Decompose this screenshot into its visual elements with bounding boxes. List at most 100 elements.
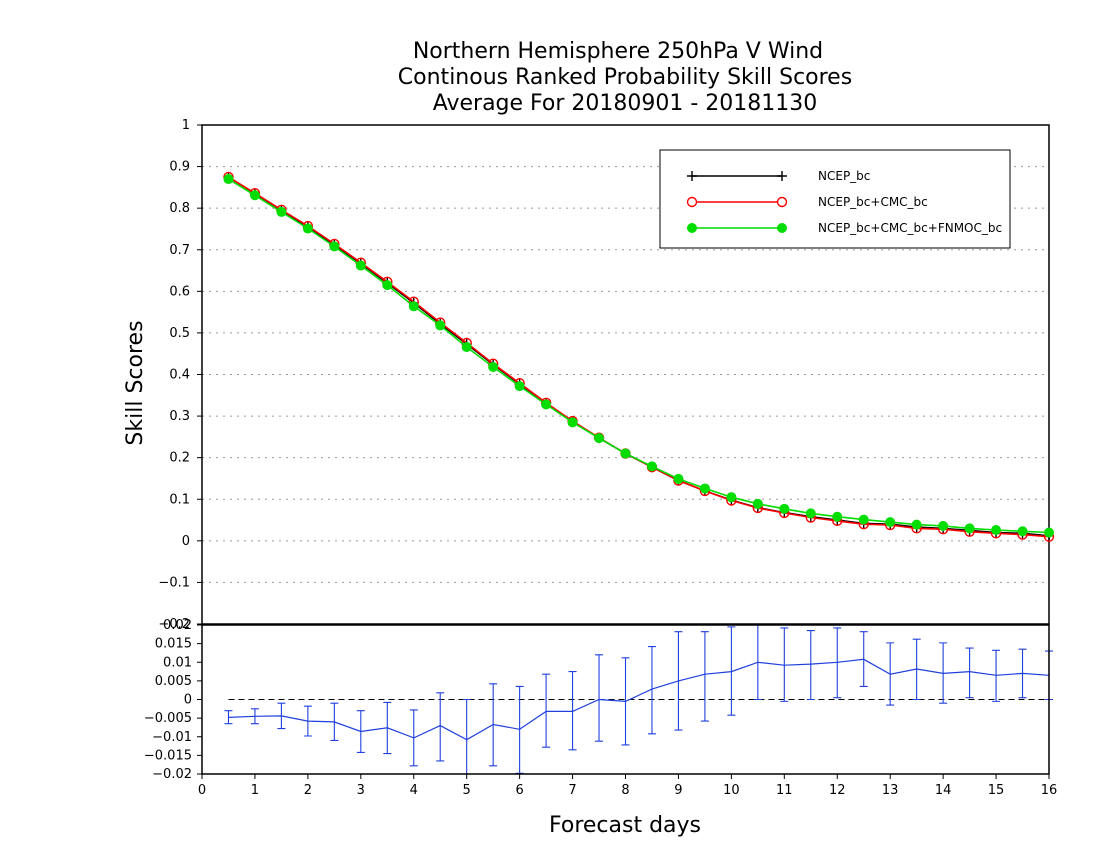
error-bar — [383, 701, 392, 755]
x-tick-label: 5 — [463, 783, 471, 798]
title-line-2: Continous Ranked Probability Skill Score… — [398, 65, 852, 90]
y-tick-label: 0.015 — [155, 637, 192, 652]
data-point — [276, 206, 287, 217]
y-tick-label: 0.8 — [169, 201, 190, 216]
data-point — [620, 448, 631, 459]
x-tick-label: 1 — [251, 783, 259, 798]
x-tick-label: 2 — [304, 783, 312, 798]
error-bar — [780, 627, 789, 702]
y-tick-label: −0.005 — [144, 711, 192, 726]
data-point — [329, 241, 340, 252]
error-bar — [939, 642, 948, 704]
y-tick-label: −0.015 — [144, 748, 192, 763]
data-point — [779, 503, 790, 514]
error-bar — [277, 702, 286, 730]
error-bar — [1018, 648, 1027, 699]
legend-marker — [687, 223, 697, 233]
x-tick-label: 14 — [935, 783, 952, 798]
legend-marker — [686, 196, 698, 208]
legend-marker — [777, 171, 787, 181]
x-tick-label: 12 — [829, 783, 846, 798]
error-bar — [886, 642, 895, 706]
data-point — [488, 362, 499, 373]
y-tick-label: −0.01 — [152, 730, 192, 745]
y-tick-label: 0.1 — [169, 492, 190, 507]
x-tick-label: 15 — [988, 783, 1005, 798]
legend: NCEP_bc NCEP_bc+CMC_bc NCEP_bc+CMC_bc+FNMO… — [659, 149, 1011, 249]
error-bar — [409, 709, 418, 767]
y-axis-title: Skill Scores — [123, 320, 148, 445]
error-bar — [674, 631, 683, 731]
error-bar — [489, 683, 498, 767]
data-point — [885, 517, 896, 528]
y-tick-label: 0.3 — [169, 409, 190, 424]
legend-label: NCEP_bc+CMC_bc — [818, 195, 928, 209]
y-tick-label: 0.9 — [169, 160, 190, 175]
data-point — [461, 342, 472, 353]
data-point — [249, 190, 260, 201]
x-tick-label: 11 — [776, 783, 793, 798]
error-bar — [224, 710, 233, 725]
chart-title: Northern Hemisphere 250hPa V Wind Contin… — [398, 39, 852, 116]
x-tick-label: 0 — [198, 783, 206, 798]
title-line-3: Average For 20180901 - 20181130 — [433, 91, 818, 116]
x-tick-label: 8 — [621, 783, 629, 798]
data-point — [514, 381, 525, 392]
data-point — [858, 514, 869, 525]
error-bar — [992, 649, 1001, 702]
x-tick-label: 6 — [515, 783, 523, 798]
error-bar — [912, 638, 921, 701]
y-tick-label: 0.01 — [163, 655, 192, 670]
data-point — [964, 523, 975, 534]
y-tick-label: 0.7 — [169, 243, 190, 258]
error-bar — [542, 673, 551, 748]
title-line-1: Northern Hemisphere 250hPa V Wind — [413, 39, 823, 64]
y-tick-label: 0 — [184, 693, 192, 708]
error-bar — [568, 671, 577, 751]
error-bar — [647, 646, 656, 735]
x-tick-label: 16 — [1041, 783, 1058, 798]
legend-marker — [777, 223, 787, 233]
data-point — [699, 483, 710, 494]
data-point — [805, 508, 816, 519]
data-point — [541, 399, 552, 410]
legend-label: NCEP_bc+CMC_bc+FNMOC_bc — [818, 221, 1002, 235]
y-tick-label: 0 — [182, 534, 190, 549]
data-point — [355, 260, 366, 271]
error-bar — [806, 630, 815, 701]
y-tick-label: −0.02 — [152, 767, 192, 782]
x-tick-label: 7 — [568, 783, 576, 798]
data-point — [646, 461, 657, 472]
x-tick-label: 10 — [723, 783, 740, 798]
error-bar — [727, 626, 736, 716]
x-tick-label: 3 — [357, 783, 365, 798]
error-bar — [250, 708, 259, 725]
legend-box — [659, 149, 1011, 249]
data-point — [382, 280, 393, 291]
y-tick-label: 0.6 — [169, 284, 190, 299]
y-tick-label: −0.2 — [158, 617, 190, 632]
error-bar — [436, 692, 445, 762]
y-tick-label: 0.4 — [169, 368, 190, 383]
y-tick-label: 0.005 — [155, 674, 192, 689]
y-tick-label: 0.02 — [163, 618, 192, 633]
error-bar — [833, 627, 842, 699]
x-tick-label: 13 — [882, 783, 899, 798]
data-point — [408, 301, 419, 312]
y-tick-label: 0.5 — [169, 326, 190, 341]
data-point — [1044, 527, 1054, 538]
error-bar — [330, 702, 339, 742]
data-point — [752, 498, 763, 509]
error-bar — [356, 710, 365, 753]
x-axis-title: Forecast days — [549, 813, 701, 838]
y-tick-label: −0.1 — [158, 575, 190, 590]
difference-panel: 0.02 0.015 0.01 0.005 0 −0.005 −0.01 −0.015 −0.0… — [144, 618, 1057, 798]
y-tick-label: 0.2 — [169, 451, 190, 466]
data-point — [938, 520, 949, 531]
legend-marker — [687, 171, 697, 181]
error-bar — [859, 631, 868, 688]
data-point — [673, 473, 684, 484]
legend-marker — [776, 196, 788, 208]
error-bar — [965, 647, 974, 699]
